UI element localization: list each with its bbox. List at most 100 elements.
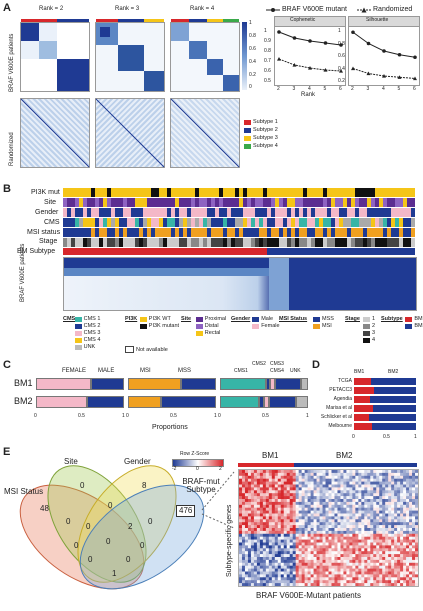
track-cell (179, 228, 183, 237)
track-cell (131, 218, 135, 227)
track-cell (303, 188, 307, 197)
heatmap-cell (331, 557, 335, 561)
heatmap-cell (283, 478, 288, 482)
heatmap-cell (379, 580, 383, 584)
legend-label: PI3K mutant (148, 323, 180, 329)
track-cell (139, 208, 143, 217)
heatmap-cell (349, 574, 353, 578)
data-point (323, 68, 328, 72)
heatmap-cell (247, 516, 252, 520)
heatmap-cell (337, 559, 341, 564)
track-cell (351, 238, 355, 247)
heatmap-cell (301, 571, 305, 575)
heatmap-cell (388, 554, 392, 558)
heatmap-cell (355, 545, 359, 549)
heatmap-cell (415, 516, 418, 520)
heatmap-cell (301, 516, 305, 520)
heatmap-cell (382, 539, 386, 543)
heatmap-cell (367, 539, 371, 543)
legend-item: PI3K mutant (139, 323, 180, 329)
data-point (277, 30, 281, 34)
heatmap-cell (340, 554, 344, 558)
heatmap-cell (239, 542, 243, 546)
heatmap-cell (271, 565, 276, 569)
b-legend: CMS CMS 1 CMS 2 CMS 3 CMS 4 UNK PI3K PI3K WT PI3… (63, 316, 423, 358)
heatmap-cell (364, 536, 368, 540)
heatmap-cell (355, 551, 359, 555)
track-cell (147, 218, 151, 227)
heatmap-cell (280, 542, 285, 546)
heatmap-cell (271, 536, 276, 540)
heatmap-cell (415, 499, 418, 503)
track-cell (127, 238, 131, 247)
heatmap-cell (292, 519, 296, 523)
track-cell (167, 208, 171, 217)
heatmap-cell (250, 536, 255, 540)
heatmap-cell (277, 574, 282, 578)
heatmap-cell (265, 577, 270, 581)
heatmap-cell (298, 513, 302, 517)
heatmap-cell (286, 577, 291, 581)
data-point (413, 76, 417, 81)
heatmap-cell (268, 504, 273, 508)
heatmap-cell (379, 577, 383, 581)
heatmap-cell (253, 507, 258, 511)
heatmap-cell (250, 548, 255, 552)
heatmap-cell (244, 507, 249, 511)
track-cell (131, 198, 135, 207)
heatmap-cell (271, 499, 276, 503)
heatmap-cell (250, 580, 255, 584)
heatmap-cell (292, 493, 296, 497)
heatmap-cell (331, 496, 335, 500)
heatmap-cell (334, 481, 338, 485)
heatmap-cell (247, 565, 252, 569)
heatmap-cell (265, 539, 270, 543)
c-tick-label: 0 (34, 413, 37, 419)
track-cell (91, 238, 95, 247)
heatmap-cell (352, 487, 356, 491)
heatmap-cell (394, 562, 398, 566)
heatmap-cell (307, 504, 311, 508)
heatmap-cell (280, 522, 285, 526)
heatmap-cell (382, 528, 386, 532)
heatmap-cell (343, 533, 347, 537)
c-xlabel: Proportions (152, 424, 188, 431)
heatmap-cell (247, 470, 252, 474)
heatmap-cell (394, 548, 398, 552)
heatmap-cell (253, 542, 258, 546)
heatmap-cell (364, 533, 368, 537)
heatmap-cell (268, 472, 273, 477)
heatmap-cell (313, 542, 317, 546)
heatmap-cell (328, 571, 332, 575)
heatmap-cell (340, 551, 344, 555)
legend-group-title: PI3K (125, 316, 138, 322)
heatmap-cell (337, 583, 341, 586)
heatmap-cell (244, 562, 249, 566)
heatmap-cell (382, 490, 386, 494)
track-cell (211, 218, 215, 227)
heatmap-cell (259, 559, 264, 564)
heatmap-cell (409, 551, 413, 555)
heatmap-cell (301, 574, 305, 578)
heatmap-cell (334, 487, 338, 491)
heatmap-cell (319, 510, 323, 514)
track-cell (167, 218, 171, 227)
heatmap-cell (379, 496, 383, 500)
heatmap-cell (364, 510, 368, 514)
heatmap-cell (355, 493, 359, 497)
track-cell (103, 188, 107, 197)
heatmap-cell (280, 487, 285, 491)
heatmap-cell (331, 484, 335, 488)
venn-count-msi: 48 (40, 504, 49, 513)
heatmap-cell (262, 580, 267, 584)
heatmap-cell (268, 501, 273, 506)
heatmap-cell (400, 490, 404, 494)
heatmap-cell (385, 481, 389, 485)
heatmap-cell (310, 513, 314, 517)
heatmap-cell (301, 513, 305, 517)
heatmap-cell (292, 548, 296, 552)
track-cell (251, 238, 255, 247)
heatmap-cell (322, 478, 326, 482)
heatmap-cell (328, 559, 332, 564)
heatmap-cell (328, 504, 332, 508)
